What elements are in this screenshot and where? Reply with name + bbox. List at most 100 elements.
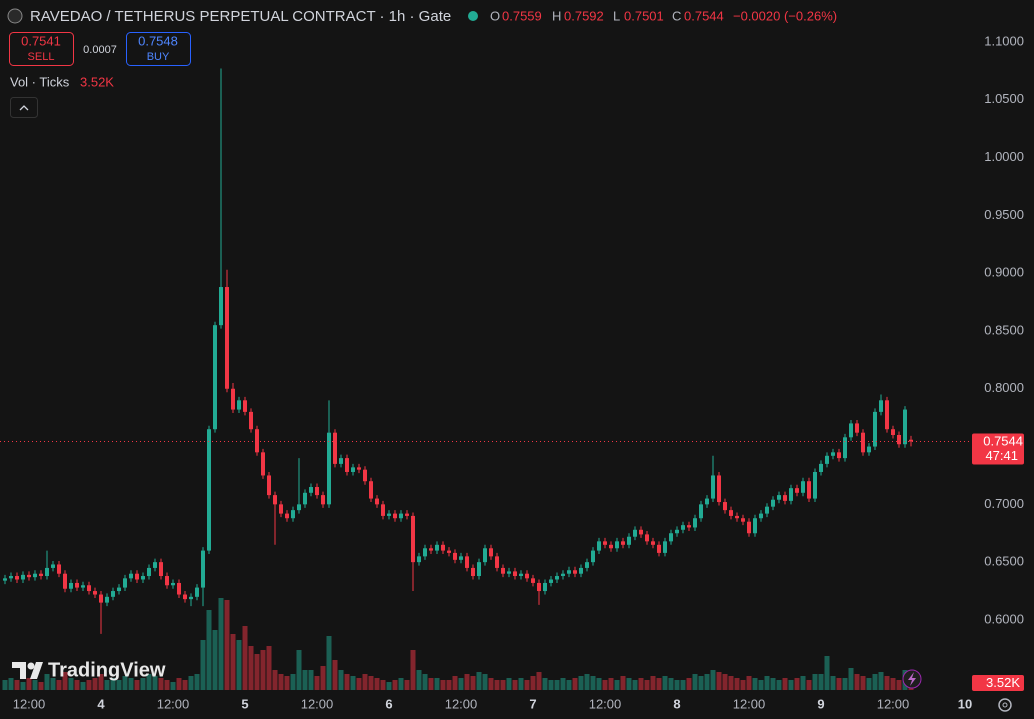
candle-body xyxy=(381,504,385,516)
candle-body xyxy=(669,533,673,542)
volume-bar xyxy=(80,682,86,690)
candle-body xyxy=(675,529,679,534)
candle-body xyxy=(843,437,847,459)
candle-body xyxy=(195,587,199,597)
volume-bar xyxy=(446,680,452,690)
volume-bar xyxy=(470,676,476,690)
spread: 0.0007 xyxy=(83,44,117,56)
candle-body xyxy=(765,506,769,514)
symbol-icon[interactable] xyxy=(7,8,23,24)
plot-area xyxy=(0,68,972,690)
candle-body xyxy=(489,548,493,557)
volume-bar xyxy=(200,640,206,690)
volume-bar xyxy=(386,682,392,690)
buy-label[interactable]: BUY xyxy=(147,51,170,63)
volume-bar xyxy=(554,680,560,690)
lightning-icon[interactable] xyxy=(908,672,916,686)
volume-bar xyxy=(278,674,284,690)
volume-bar xyxy=(344,674,350,690)
settings-icon[interactable] xyxy=(1002,702,1008,708)
candle-body xyxy=(891,429,895,435)
volume-bar xyxy=(212,630,218,690)
x-tick-label: 12:00 xyxy=(157,696,190,711)
volume-bar xyxy=(836,678,842,690)
volume-bar xyxy=(866,678,872,690)
volume-bar xyxy=(656,678,662,690)
settings-button[interactable] xyxy=(998,698,1012,712)
ohlc-value: 0.7544 xyxy=(684,8,724,23)
candle-body xyxy=(153,562,157,568)
volume-bar xyxy=(698,676,704,690)
candle-body xyxy=(837,452,841,459)
candle-body xyxy=(507,571,511,574)
candle-body xyxy=(879,400,883,412)
candle-body xyxy=(771,499,775,507)
volume-bar xyxy=(788,680,794,690)
volume-bar xyxy=(164,680,170,690)
volume-bar xyxy=(254,654,260,690)
volume-bar xyxy=(644,680,650,690)
volume-bar xyxy=(722,674,728,690)
collapse-button[interactable] xyxy=(10,97,38,118)
volume-bar xyxy=(590,676,596,690)
volume-bar xyxy=(620,676,626,690)
candle-body xyxy=(495,556,499,568)
volume-bar xyxy=(854,674,860,690)
candle-body xyxy=(723,502,727,511)
watermark-logo xyxy=(12,662,43,679)
volume-bar xyxy=(680,680,686,690)
candle-body xyxy=(267,475,271,496)
volume-bar xyxy=(374,678,380,690)
volume-bar xyxy=(302,670,308,690)
candle-body xyxy=(111,591,115,597)
volume-bar xyxy=(878,672,884,690)
candle-body xyxy=(501,567,505,574)
candle-body xyxy=(459,556,463,560)
volume-bar xyxy=(692,674,698,690)
candle-body xyxy=(297,504,301,511)
volume-bar xyxy=(572,678,578,690)
candle-body xyxy=(177,582,181,595)
candle-body xyxy=(567,570,571,574)
x-tick-label: 4 xyxy=(97,696,105,711)
volume-bar xyxy=(320,666,326,690)
indicator-name[interactable]: Vol · Ticks xyxy=(10,74,70,89)
volume-bar xyxy=(218,598,224,690)
buy-price[interactable]: 0.7548 xyxy=(138,33,178,48)
candle-body xyxy=(681,525,685,530)
symbol-title[interactable]: RAVEDAO / TETHERUS PERPETUAL CONTRACT · … xyxy=(30,8,451,25)
volume-bar xyxy=(308,670,314,690)
volume-bar xyxy=(494,680,500,690)
candle-body xyxy=(63,573,67,589)
candle-body xyxy=(105,596,109,603)
ohlc-label: O xyxy=(490,8,500,23)
candle-body xyxy=(591,550,595,563)
candle-body xyxy=(819,463,823,472)
volume-bar xyxy=(92,678,98,690)
candle-body xyxy=(729,510,733,516)
candle-body xyxy=(813,471,817,499)
volume-bar xyxy=(764,676,770,690)
candle-body xyxy=(537,582,541,592)
chevron-icon[interactable] xyxy=(19,105,29,111)
volume-bar xyxy=(20,682,26,690)
volume-bar xyxy=(458,678,464,690)
candle-body xyxy=(627,536,631,545)
sell-button[interactable] xyxy=(9,32,74,66)
sell-label[interactable]: SELL xyxy=(28,51,55,63)
candle-body xyxy=(213,325,217,430)
candle-body xyxy=(369,481,373,499)
y-tick-label: 0.8500 xyxy=(984,322,1024,337)
candle-body xyxy=(165,576,169,586)
volume-bar xyxy=(206,610,212,690)
volume-bar xyxy=(158,678,164,690)
buy-button[interactable] xyxy=(126,32,191,66)
volume-bar xyxy=(668,678,674,690)
candle-body xyxy=(621,541,625,545)
candle-body xyxy=(855,423,859,433)
candle-body xyxy=(345,458,349,472)
volume-bar xyxy=(830,676,836,690)
sell-price[interactable]: 0.7541 xyxy=(21,33,61,48)
candle-body xyxy=(273,495,277,505)
volume-bar xyxy=(746,676,752,690)
